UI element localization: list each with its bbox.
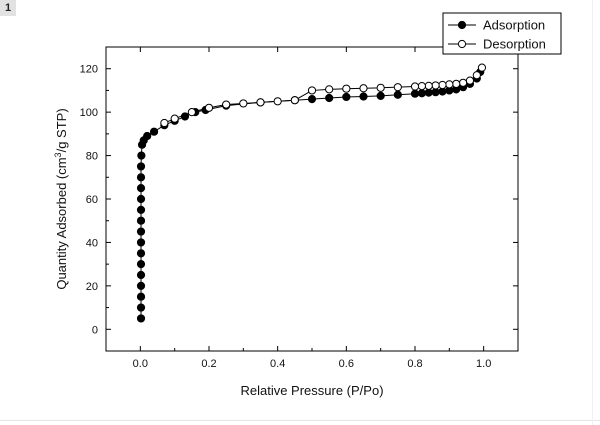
- data-point-desorption: [187, 108, 196, 117]
- data-point-adsorption: [136, 173, 146, 182]
- y-tick-label: 100: [80, 107, 98, 119]
- data-point-adsorption: [136, 270, 146, 280]
- data-point-adsorption: [136, 260, 146, 269]
- y-tick-label: 80: [86, 151, 98, 163]
- data-point-desorption: [445, 80, 454, 89]
- data-point-adsorption: [136, 292, 146, 301]
- x-tick-label: 0.4: [270, 358, 285, 370]
- legend-desorption-label: Desorption: [483, 37, 546, 52]
- data-point-adsorption: [136, 314, 146, 323]
- data-point-desorption: [256, 98, 265, 107]
- data-point-desorption: [458, 78, 468, 87]
- x-axis-ticks: 0.0 0.2 0.4 0.6 0.8 1.0: [133, 47, 491, 370]
- data-point-adsorption: [143, 131, 152, 141]
- data-point-desorption: [393, 83, 402, 92]
- y-axis-label-main: Quantity Adsorbed (cm: [54, 157, 69, 289]
- x-tick-label: 0.6: [339, 358, 354, 370]
- data-point-desorption: [477, 63, 487, 72]
- data-point-desorption: [410, 82, 420, 91]
- data-point-desorption: [160, 118, 169, 128]
- data-point-desorption: [342, 84, 351, 93]
- data-point-desorption: [424, 81, 433, 90]
- data-point-desorption: [465, 76, 475, 85]
- legend: Adsorption Desorption: [442, 12, 562, 55]
- data-point-adsorption: [136, 194, 146, 204]
- data-point-adsorption: [136, 249, 146, 258]
- data-point-desorption: [417, 81, 426, 91]
- x-axis-label: Relative Pressure (P/Po): [240, 383, 383, 398]
- data-point-desorption: [273, 97, 282, 106]
- data-point-desorption: [376, 83, 385, 92]
- data-point-adsorption: [137, 151, 146, 160]
- data-point-adsorption: [136, 227, 146, 236]
- x-tick-label: 1.0: [476, 358, 491, 370]
- x-tick-label: 0.0: [133, 358, 148, 370]
- data-point-desorption: [204, 103, 214, 112]
- data-point-desorption: [325, 85, 334, 94]
- legend-adsorption-marker: [457, 20, 467, 30]
- data-point-adsorption: [424, 88, 433, 97]
- y-tick-label: 20: [86, 281, 98, 293]
- data-point-adsorption: [410, 89, 420, 98]
- series-layer: [136, 63, 487, 323]
- data-point-desorption: [472, 71, 481, 80]
- series-desorption: [160, 63, 487, 128]
- data-point-adsorption: [359, 92, 368, 101]
- data-point-desorption: [307, 86, 317, 95]
- data-point-adsorption: [136, 205, 146, 214]
- data-point-adsorption: [136, 281, 146, 290]
- y-axis-ticks: 0 20 40 60 80 100 120: [80, 64, 518, 336]
- y-tick-label: 120: [80, 64, 98, 76]
- data-point-desorption: [452, 79, 461, 89]
- y-axis-label: Quantity Adsorbed (cm3/g STP): [53, 108, 69, 289]
- data-point-adsorption: [136, 184, 146, 193]
- y-tick-label: 60: [86, 194, 98, 206]
- data-point-desorption: [359, 84, 368, 93]
- y-tick-label: 0: [92, 324, 98, 336]
- y-axis-label-unit: /g STP): [54, 108, 69, 152]
- right-divider: [592, 0, 593, 425]
- series-adsorption: [136, 67, 485, 323]
- data-point-adsorption: [136, 216, 146, 225]
- data-point-desorption: [222, 100, 231, 109]
- data-point-adsorption: [431, 88, 440, 97]
- data-point-adsorption: [325, 93, 334, 103]
- data-point-adsorption: [393, 90, 402, 99]
- data-point-adsorption: [136, 303, 146, 312]
- data-point-desorption: [290, 96, 299, 105]
- y-tick-label: 40: [86, 237, 98, 249]
- data-point-adsorption: [149, 127, 159, 136]
- x-tick-label: 0.8: [407, 358, 422, 370]
- data-point-desorption: [431, 81, 440, 90]
- data-point-adsorption: [307, 95, 317, 104]
- data-point-desorption: [170, 114, 179, 123]
- data-point-desorption: [438, 80, 447, 90]
- data-point-desorption: [239, 99, 248, 108]
- legend-desorption-marker: [457, 39, 467, 49]
- x-tick-label: 0.2: [201, 358, 216, 370]
- data-point-adsorption: [342, 92, 351, 102]
- data-point-adsorption: [376, 91, 385, 100]
- legend-adsorption-label: Adsorption: [483, 18, 545, 33]
- figure-badge: 1: [0, 0, 16, 16]
- bottom-divider: [0, 420, 600, 421]
- data-point-adsorption: [417, 89, 426, 98]
- data-point-adsorption: [136, 162, 146, 171]
- y-axis-label-superscript: 3: [53, 152, 63, 157]
- data-point-adsorption: [136, 238, 146, 247]
